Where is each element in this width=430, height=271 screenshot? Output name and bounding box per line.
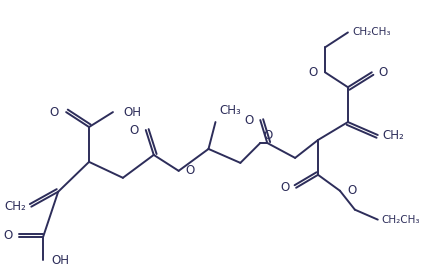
Text: O: O bbox=[347, 184, 356, 197]
Text: CH₂CH₃: CH₂CH₃ bbox=[352, 27, 390, 37]
Text: O: O bbox=[263, 128, 273, 141]
Text: O: O bbox=[49, 106, 58, 119]
Text: O: O bbox=[309, 66, 318, 79]
Text: CH₃: CH₃ bbox=[219, 104, 241, 117]
Text: O: O bbox=[129, 124, 139, 137]
Text: CH₂: CH₂ bbox=[5, 200, 26, 213]
Text: O: O bbox=[280, 181, 289, 194]
Text: CH₂CH₃: CH₂CH₃ bbox=[382, 215, 420, 225]
Text: CH₂: CH₂ bbox=[383, 128, 405, 141]
Text: OH: OH bbox=[123, 106, 141, 119]
Text: O: O bbox=[379, 66, 388, 79]
Text: OH: OH bbox=[51, 254, 69, 267]
Text: O: O bbox=[186, 164, 195, 177]
Text: O: O bbox=[244, 114, 253, 127]
Text: O: O bbox=[3, 229, 12, 242]
